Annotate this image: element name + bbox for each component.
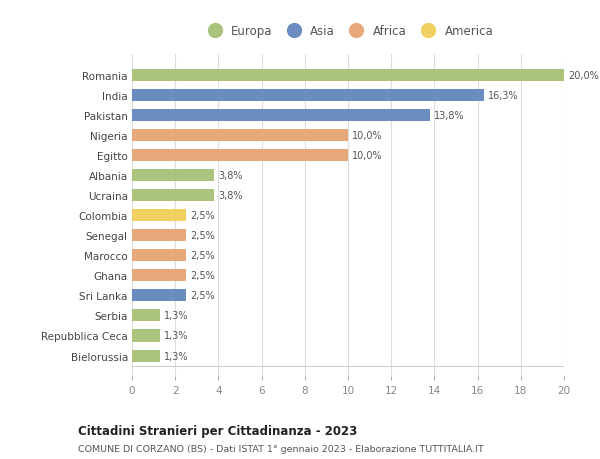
- Bar: [132, 330, 160, 342]
- Bar: [132, 90, 484, 102]
- Bar: [132, 350, 160, 362]
- Bar: [132, 190, 214, 202]
- Bar: [132, 210, 186, 222]
- Text: 13,8%: 13,8%: [434, 111, 465, 121]
- Text: 2,5%: 2,5%: [190, 231, 215, 241]
- Text: 10,0%: 10,0%: [352, 151, 383, 161]
- Text: 16,3%: 16,3%: [488, 91, 519, 101]
- Bar: [132, 310, 160, 322]
- Bar: [132, 110, 430, 122]
- Text: 3,8%: 3,8%: [218, 171, 243, 181]
- Text: 1,3%: 1,3%: [164, 311, 189, 321]
- Text: 1,3%: 1,3%: [164, 351, 189, 361]
- Text: 20,0%: 20,0%: [568, 71, 599, 81]
- Text: 10,0%: 10,0%: [352, 131, 383, 141]
- Bar: [132, 230, 186, 242]
- Text: 2,5%: 2,5%: [190, 291, 215, 301]
- Legend: Europa, Asia, Africa, America: Europa, Asia, Africa, America: [200, 22, 496, 40]
- Bar: [132, 170, 214, 182]
- Bar: [132, 130, 348, 142]
- Bar: [132, 250, 186, 262]
- Text: 2,5%: 2,5%: [190, 211, 215, 221]
- Text: 2,5%: 2,5%: [190, 251, 215, 261]
- Bar: [132, 150, 348, 162]
- Text: 3,8%: 3,8%: [218, 191, 243, 201]
- Bar: [132, 270, 186, 282]
- Text: 2,5%: 2,5%: [190, 271, 215, 281]
- Bar: [132, 70, 564, 82]
- Text: Cittadini Stranieri per Cittadinanza - 2023: Cittadini Stranieri per Cittadinanza - 2…: [78, 425, 357, 437]
- Text: COMUNE DI CORZANO (BS) - Dati ISTAT 1° gennaio 2023 - Elaborazione TUTTITALIA.IT: COMUNE DI CORZANO (BS) - Dati ISTAT 1° g…: [78, 444, 484, 453]
- Bar: [132, 290, 186, 302]
- Text: 1,3%: 1,3%: [164, 331, 189, 341]
